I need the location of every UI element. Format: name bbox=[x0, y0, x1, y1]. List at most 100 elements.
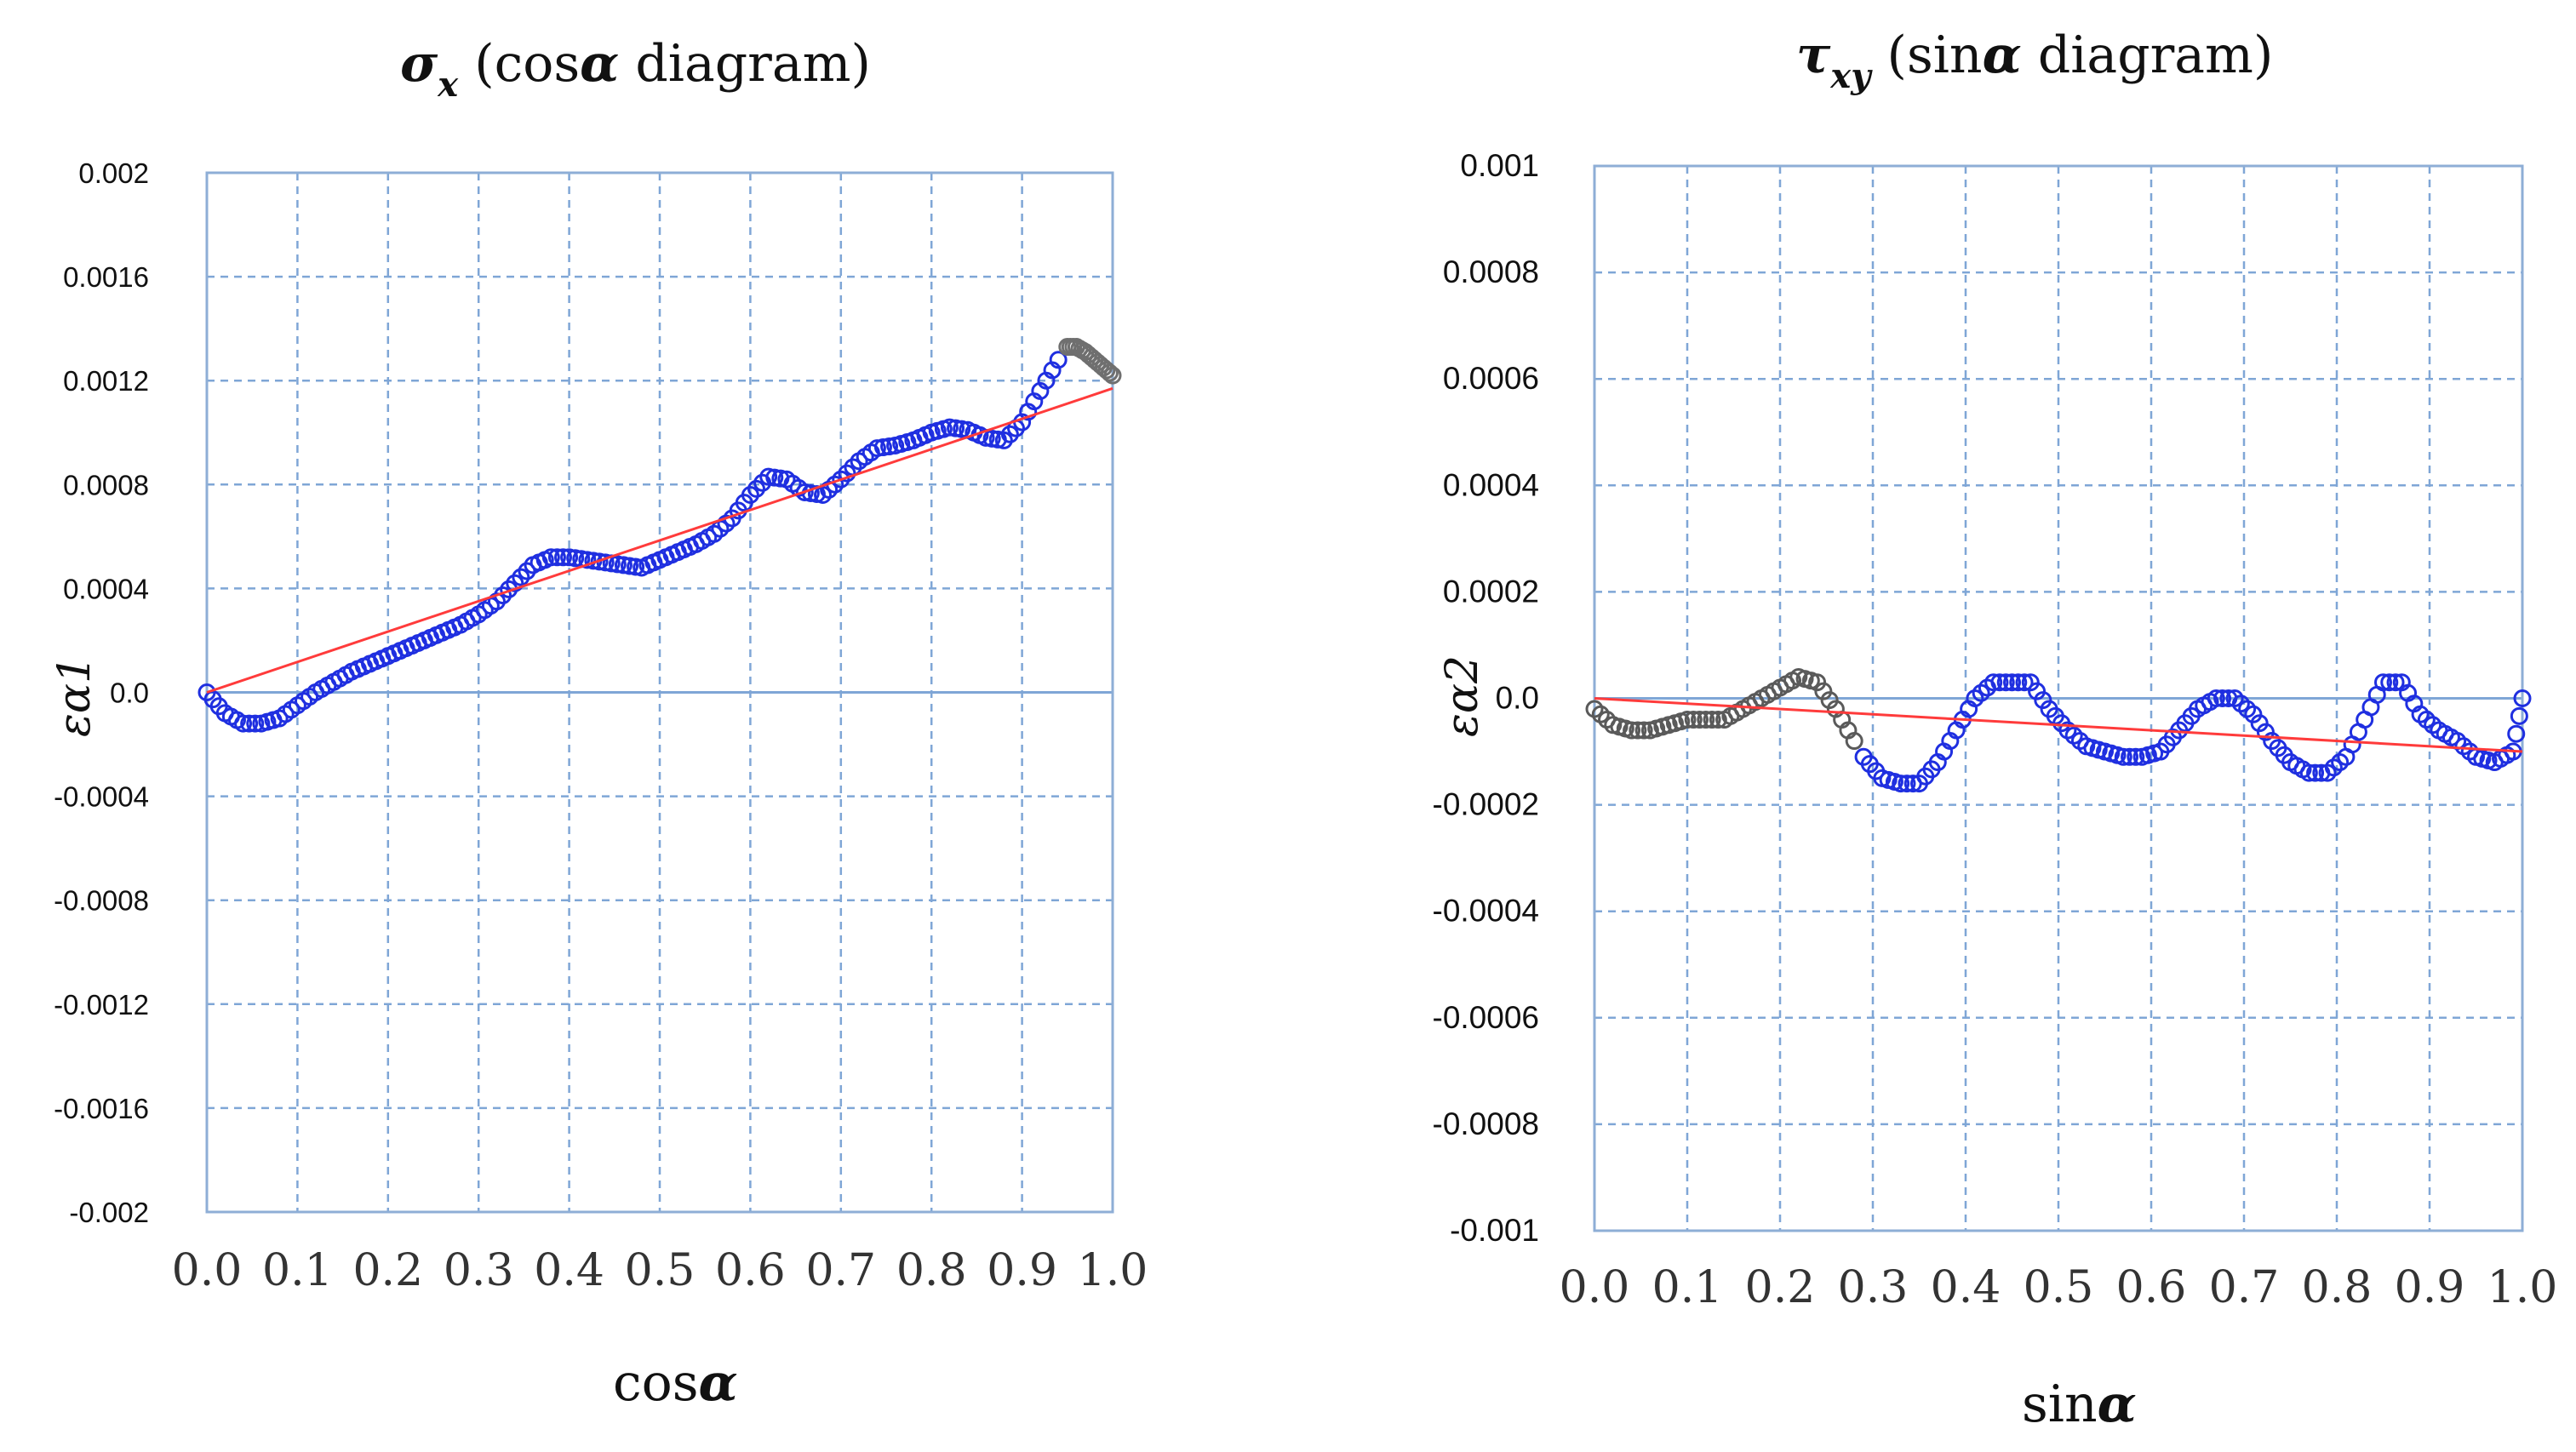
right-measured-point bbox=[2003, 673, 2021, 692]
right-y-tick-label: -0.0002 bbox=[1433, 787, 1540, 822]
right-measured-point bbox=[2207, 689, 2225, 707]
right-xlabel-alpha: α bbox=[2097, 1375, 2137, 1434]
left-title-subscript: x bbox=[438, 65, 459, 105]
right-measured-point bbox=[2127, 747, 2145, 766]
right-x-tick-label: 0.9 bbox=[2395, 1262, 2465, 1313]
left-y-tick-label: 0.0016 bbox=[63, 261, 149, 293]
right-measured-point bbox=[2213, 689, 2232, 707]
right-measured-point bbox=[2250, 714, 2269, 733]
right-measured-point bbox=[2299, 763, 2318, 782]
left-measured-point bbox=[765, 468, 784, 487]
left-measured-point bbox=[867, 439, 886, 458]
right-excluded-point bbox=[1808, 673, 1827, 692]
right-y-tick-label: 0.001 bbox=[1460, 148, 1539, 183]
right-x-tick-label: 0.1 bbox=[1652, 1262, 1723, 1313]
left-y-tick-label: 0.0004 bbox=[63, 573, 149, 604]
left-measured-point bbox=[880, 437, 899, 456]
left-chart-title: σx (cosα diagram) bbox=[400, 34, 871, 105]
right-excluded-point bbox=[1629, 721, 1647, 740]
left-title-text: (cos bbox=[474, 34, 581, 94]
right-excluded-point bbox=[1678, 711, 1697, 729]
right-title-end: diagram) bbox=[2037, 26, 2274, 85]
right-measured-point bbox=[2009, 673, 2028, 692]
right-y-tick-label: 0.0004 bbox=[1443, 467, 1539, 502]
right-measured-point bbox=[2034, 691, 2052, 710]
left-y-tick-label: 0.002 bbox=[78, 157, 149, 189]
left-measured-point bbox=[832, 470, 850, 489]
left-y-tick-label: -0.0004 bbox=[54, 781, 149, 813]
right-y-tick-label: 0.0008 bbox=[1443, 254, 1539, 289]
right-x-tick-label: 0.4 bbox=[1931, 1262, 2001, 1313]
left-y-tick-label: -0.0008 bbox=[54, 885, 149, 917]
right-title-symbol: τ bbox=[1796, 26, 1831, 85]
right-fit-line bbox=[1594, 697, 2523, 753]
left-measured-point bbox=[560, 548, 579, 567]
right-title-subscript: xy bbox=[1830, 56, 1871, 96]
left-y-tick-label: -0.002 bbox=[69, 1197, 149, 1228]
right-excluded-point bbox=[1845, 732, 1863, 751]
right-chart-title: τxy (sinα diagram) bbox=[1796, 26, 2273, 96]
right-measured-point bbox=[2510, 706, 2528, 725]
right-measured-point bbox=[2028, 682, 2046, 700]
left-y-tick-label: 0.0 bbox=[110, 677, 149, 709]
left-measured-point bbox=[621, 557, 639, 575]
right-measured-point bbox=[1996, 673, 2015, 692]
left-measured-point bbox=[953, 420, 971, 438]
left-title-alpha: α bbox=[580, 34, 620, 94]
left-measured-point bbox=[994, 431, 1013, 449]
right-measured-point bbox=[2306, 763, 2325, 782]
right-measured-point bbox=[2121, 747, 2139, 766]
right-excluded-point bbox=[1623, 721, 1641, 740]
left-x-tick-label: 0.5 bbox=[625, 1245, 696, 1296]
right-x-tick-label: 0.7 bbox=[2209, 1262, 2280, 1313]
right-x-tick-label: 0.5 bbox=[2024, 1262, 2094, 1313]
right-x-tick-label: 0.3 bbox=[1838, 1262, 1909, 1313]
right-measured-point bbox=[2256, 723, 2275, 741]
right-y-tick-label: -0.0008 bbox=[1433, 1106, 1540, 1141]
left-measured-point bbox=[506, 574, 524, 592]
right-excluded-point bbox=[1820, 691, 1839, 710]
right-y-tick-label: -0.0004 bbox=[1433, 894, 1540, 929]
right-y-axis-label: εα2 bbox=[1437, 655, 1488, 737]
left-excluded-point bbox=[1103, 366, 1122, 385]
left-y-axis-label: εα1 bbox=[49, 655, 100, 737]
left-measured-point bbox=[838, 464, 856, 483]
left-measured-point bbox=[240, 714, 259, 733]
left-measured-point bbox=[1049, 351, 1068, 369]
right-x-tick-label: 1.0 bbox=[2487, 1262, 2558, 1313]
left-measured-point bbox=[795, 483, 814, 501]
right-measured-point bbox=[2374, 673, 2392, 692]
right-measured-point bbox=[1898, 775, 1916, 793]
left-y-tick-label: -0.0012 bbox=[54, 989, 149, 1020]
left-x-tick-label: 0.1 bbox=[262, 1245, 333, 1296]
right-y-tick-label: -0.001 bbox=[1450, 1213, 1539, 1248]
right-y-tick-label: 0.0 bbox=[1496, 681, 1539, 716]
right-title-alpha: α bbox=[1982, 26, 2022, 85]
right-x-tick-label: 0.8 bbox=[2302, 1262, 2373, 1313]
left-fit-line bbox=[206, 386, 1113, 694]
left-measured-point bbox=[947, 419, 965, 437]
left-measured-point bbox=[614, 556, 633, 575]
left-x-tick-label: 0.3 bbox=[444, 1245, 514, 1296]
left-measured-point bbox=[627, 557, 645, 576]
left-measured-point bbox=[1000, 425, 1019, 443]
left-measured-point bbox=[518, 562, 536, 580]
right-measured-point bbox=[2114, 747, 2132, 766]
left-title-symbol: σ bbox=[400, 34, 438, 94]
right-excluded-point bbox=[1691, 711, 1709, 729]
right-excluded-point bbox=[1634, 721, 1653, 740]
right-title-text: (sin bbox=[1886, 26, 1983, 85]
left-measured-point bbox=[747, 479, 765, 498]
left-measured-point bbox=[759, 467, 778, 486]
left-measured-point bbox=[590, 552, 609, 571]
left-measured-point bbox=[940, 418, 959, 437]
right-measured-point bbox=[2244, 705, 2263, 723]
right-excluded-point bbox=[1703, 711, 1721, 729]
right-measured-point bbox=[1990, 673, 2009, 692]
right-y-tick-label: 0.0006 bbox=[1443, 361, 1539, 396]
left-excluded-point bbox=[1100, 363, 1119, 382]
left-xlabel-alpha: α bbox=[698, 1353, 738, 1413]
right-excluded-point bbox=[1709, 711, 1727, 729]
right-measured-point bbox=[2513, 689, 2532, 707]
